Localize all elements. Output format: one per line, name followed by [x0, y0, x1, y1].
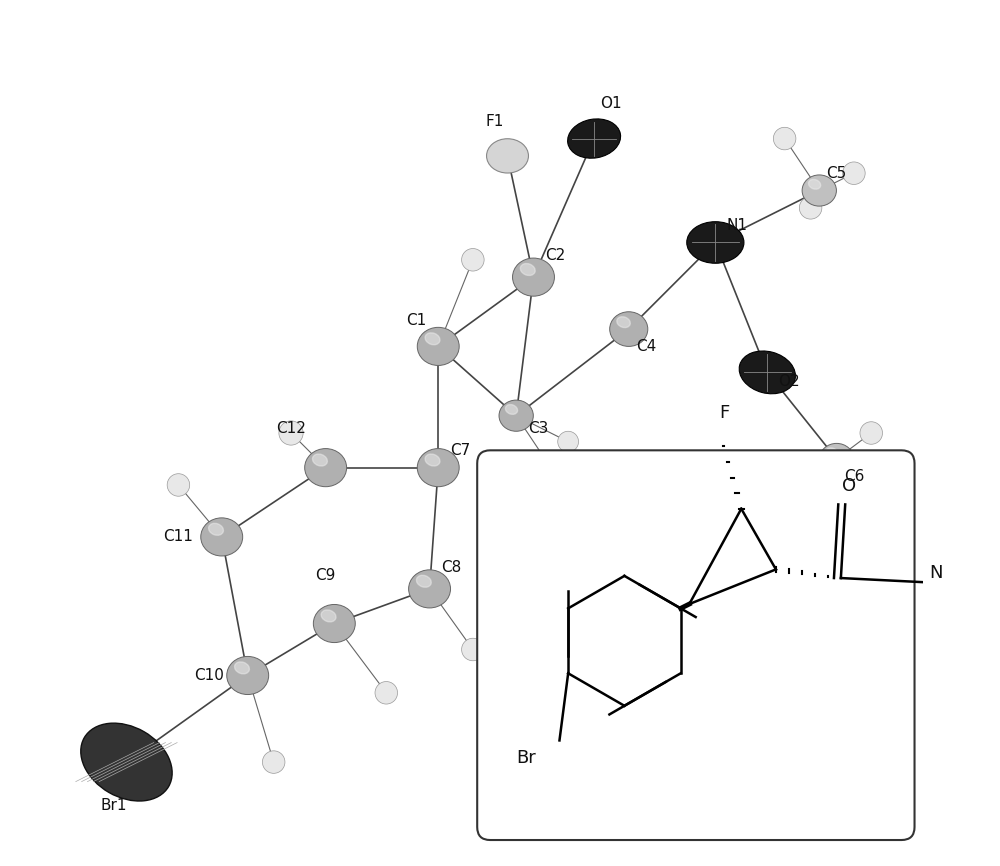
Text: C11: C11	[163, 529, 193, 545]
Ellipse shape	[321, 610, 336, 622]
Circle shape	[808, 474, 831, 496]
Ellipse shape	[425, 454, 440, 466]
Text: C4: C4	[636, 339, 656, 354]
Ellipse shape	[617, 317, 630, 327]
Ellipse shape	[209, 523, 223, 535]
Text: C6: C6	[844, 469, 864, 484]
Ellipse shape	[819, 443, 854, 475]
Circle shape	[558, 431, 579, 452]
Ellipse shape	[505, 404, 518, 414]
Text: O1: O1	[601, 96, 622, 112]
Text: C3: C3	[528, 421, 548, 436]
Text: C1: C1	[406, 313, 427, 328]
Ellipse shape	[487, 139, 528, 173]
Circle shape	[375, 682, 398, 704]
Ellipse shape	[520, 263, 535, 275]
Text: O2: O2	[778, 373, 800, 389]
Ellipse shape	[826, 448, 838, 457]
Circle shape	[462, 638, 484, 661]
Text: C10: C10	[194, 668, 224, 683]
Text: C9: C9	[315, 568, 336, 584]
Ellipse shape	[235, 662, 249, 674]
Text: F: F	[719, 404, 729, 422]
Text: C5: C5	[826, 165, 847, 181]
Text: C2: C2	[545, 248, 565, 263]
Circle shape	[834, 491, 857, 514]
Ellipse shape	[513, 258, 554, 296]
Ellipse shape	[610, 312, 648, 346]
Ellipse shape	[313, 454, 327, 466]
Ellipse shape	[739, 351, 795, 394]
Circle shape	[773, 127, 796, 150]
Ellipse shape	[417, 449, 459, 487]
Text: N1: N1	[726, 217, 747, 233]
Circle shape	[279, 421, 303, 445]
Text: C8: C8	[441, 559, 461, 575]
Ellipse shape	[409, 570, 451, 608]
Ellipse shape	[425, 333, 440, 345]
Circle shape	[262, 751, 285, 773]
Ellipse shape	[687, 222, 744, 263]
Ellipse shape	[802, 175, 836, 206]
Ellipse shape	[416, 575, 431, 587]
Text: C7: C7	[450, 443, 470, 458]
Ellipse shape	[201, 518, 243, 556]
Circle shape	[799, 197, 822, 219]
Ellipse shape	[227, 656, 269, 695]
Ellipse shape	[417, 327, 459, 365]
Text: Br: Br	[516, 749, 536, 766]
Ellipse shape	[313, 604, 355, 643]
FancyBboxPatch shape	[477, 450, 915, 840]
Circle shape	[843, 162, 865, 184]
Circle shape	[462, 249, 484, 271]
Ellipse shape	[81, 723, 172, 801]
Ellipse shape	[809, 179, 821, 189]
Text: N: N	[929, 564, 943, 582]
Text: C12: C12	[276, 421, 306, 436]
Text: F1: F1	[485, 113, 504, 129]
Text: O: O	[842, 477, 857, 495]
Ellipse shape	[499, 400, 533, 431]
Circle shape	[167, 474, 190, 496]
Text: Br1: Br1	[100, 798, 127, 813]
Circle shape	[860, 422, 882, 444]
Ellipse shape	[568, 119, 621, 158]
Circle shape	[540, 456, 562, 479]
Ellipse shape	[305, 449, 347, 487]
